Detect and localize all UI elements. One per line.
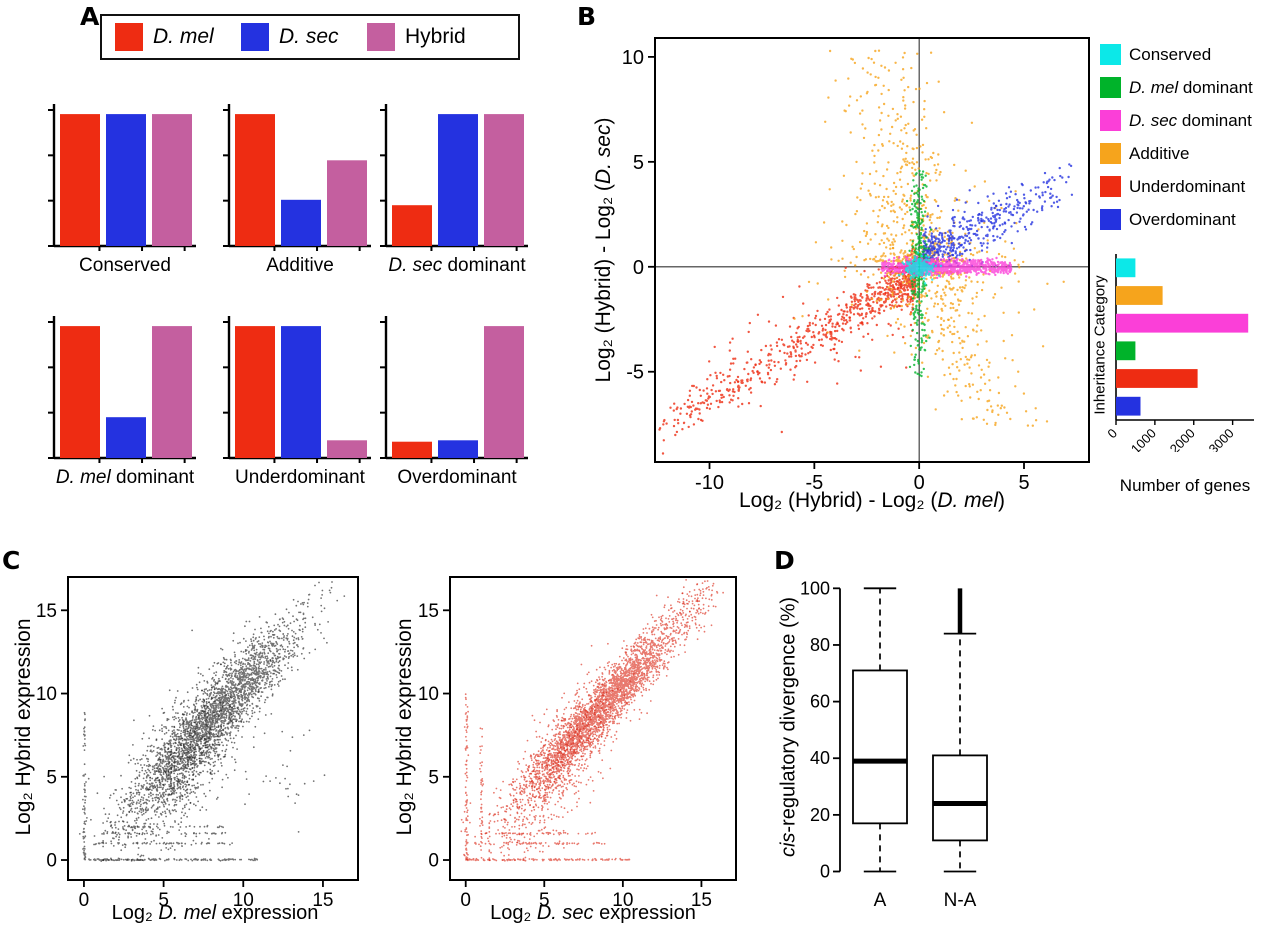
- legend-label-dmel-dominant: D. mel dominant: [1129, 77, 1253, 97]
- legend-item-additive: Additive: [1100, 143, 1253, 164]
- inset-y-axis-label: Inheritance Category: [1091, 275, 1109, 415]
- dsec-color-swatch: [241, 23, 269, 51]
- dmel-dominant-color-swatch: [1100, 77, 1121, 98]
- svg-text:80: 80: [810, 635, 830, 655]
- panel-d-label: D: [774, 546, 795, 575]
- mini-chart-dsec-dominant: D. sec dominant: [372, 100, 542, 277]
- dmel-color-swatch: [115, 23, 143, 51]
- svg-text:0: 0: [1108, 426, 1120, 442]
- mini-chart-title: D. mel dominant: [55, 467, 195, 488]
- svg-text:60: 60: [810, 692, 830, 712]
- svg-text:3000: 3000: [1206, 426, 1237, 452]
- svg-text:-5: -5: [626, 362, 644, 384]
- svg-text:0: 0: [428, 851, 439, 872]
- svg-text:1000: 1000: [1128, 426, 1159, 452]
- mini-chart-conserved: Conserved: [40, 100, 210, 277]
- svg-text:0: 0: [820, 862, 830, 882]
- mini-chart-title: Conserved: [79, 255, 171, 276]
- mini-chart-additive: Additive: [215, 100, 385, 277]
- panel-b-scatter-plot: -10 -5 0 5 10 5 0 -5: [622, 37, 1090, 494]
- legend-item-dmel: D. mel: [115, 23, 235, 51]
- panel-c1-x-axis-label: Log₂ D. mel expression: [111, 902, 319, 924]
- panel-a-legend: D. mel D. sec Hybrid: [100, 14, 520, 60]
- legend-item-dmel-dominant: D. mel dominant: [1100, 77, 1253, 98]
- mini-chart-title: Additive: [266, 255, 334, 276]
- legend-item-underdominant: Underdominant: [1100, 176, 1253, 197]
- legend-item-dsec-dominant: D. sec dominant: [1100, 110, 1253, 131]
- panel-d-boxplot: 0 20 40 60 80 100 A N-A: [800, 578, 988, 910]
- svg-text:-5: -5: [805, 472, 823, 494]
- panel-c2-x-axis-label: Log₂ D. sec expression: [490, 902, 696, 924]
- panel-a-label: A: [80, 2, 100, 31]
- conserved-color-swatch: [1100, 44, 1121, 65]
- mini-chart-underdominant: Underdominant: [215, 312, 385, 489]
- svg-text:N-A: N-A: [944, 890, 977, 910]
- svg-text:-10: -10: [695, 472, 724, 494]
- svg-text:0: 0: [914, 472, 925, 494]
- legend-item-overdominant: Overdominant: [1100, 209, 1253, 230]
- svg-text:15: 15: [418, 601, 439, 622]
- legend-label-conserved: Conserved: [1129, 44, 1212, 64]
- underdominant-color-swatch: [1100, 176, 1121, 197]
- svg-text:40: 40: [810, 748, 830, 768]
- mini-chart-conserved-svg: [48, 104, 196, 251]
- svg-text:0: 0: [460, 890, 471, 911]
- legend-item-conserved: Conserved: [1100, 44, 1253, 65]
- mini-chart-title: Overdominant: [397, 467, 517, 488]
- svg-text:0: 0: [46, 851, 57, 872]
- svg-text:5: 5: [46, 767, 57, 788]
- svg-text:10: 10: [233, 890, 254, 911]
- overdominant-color-swatch: [1100, 209, 1121, 230]
- dsec-dominant-color-swatch: [1100, 110, 1121, 131]
- panel-c-label: C: [2, 546, 21, 575]
- svg-text:100: 100: [800, 578, 830, 598]
- legend-label-dmel: D. mel: [153, 25, 214, 48]
- legend-label-dsec: D. sec: [279, 25, 339, 48]
- mini-chart-overdominant: Overdominant: [372, 312, 542, 489]
- legend-label-additive: Additive: [1129, 143, 1190, 163]
- mini-chart-overdominant-svg: [380, 316, 528, 463]
- panel-b-legend: Conserved D. mel dominant D. sec dominan…: [1100, 44, 1253, 230]
- mini-chart-additive-svg: [223, 104, 371, 251]
- svg-text:10: 10: [622, 47, 644, 69]
- legend-label-hybrid: Hybrid: [405, 25, 466, 48]
- svg-text:5: 5: [158, 890, 169, 911]
- svg-text:15: 15: [36, 601, 57, 622]
- svg-text:10: 10: [418, 684, 439, 705]
- svg-text:10: 10: [612, 890, 633, 911]
- inset-gene-count-bar-chart: 0 1000 2000 3000: [1108, 254, 1254, 452]
- mini-chart-title: Underdominant: [235, 467, 365, 488]
- legend-item-hybrid: Hybrid: [367, 23, 487, 51]
- legend-label-dsec-dominant: D. sec dominant: [1129, 110, 1252, 130]
- panel-c1-scatter-plot: 0 5 10 15 0 5 10 15: [36, 576, 359, 911]
- panel-b-label: B: [577, 2, 597, 31]
- mini-chart-underdominant-svg: [223, 316, 371, 463]
- panel-b-x-axis-label: Log₂ (Hybrid) - Log₂ (D. mel): [738, 489, 1006, 512]
- svg-text:15: 15: [691, 890, 712, 911]
- mini-chart-dmel-dominant: D. mel dominant: [40, 312, 210, 489]
- hybrid-color-swatch: [367, 23, 395, 51]
- svg-text:10: 10: [36, 684, 57, 705]
- legend-label-underdominant: Underdominant: [1129, 176, 1246, 196]
- legend-label-overdominant: Overdominant: [1129, 209, 1236, 229]
- svg-text:0: 0: [79, 890, 90, 911]
- svg-text:15: 15: [312, 890, 333, 911]
- svg-text:5: 5: [539, 890, 550, 911]
- inset-x-axis-label: Number of genes: [1119, 476, 1251, 495]
- svg-text:5: 5: [428, 767, 439, 788]
- mini-chart-title: D. sec dominant: [388, 255, 526, 276]
- mini-chart-dsec-dominant-svg: [380, 104, 528, 251]
- svg-text:20: 20: [810, 805, 830, 825]
- additive-color-swatch: [1100, 143, 1121, 164]
- svg-text:A: A: [874, 890, 887, 910]
- svg-text:0: 0: [633, 257, 644, 279]
- svg-text:5: 5: [633, 152, 644, 174]
- svg-text:5: 5: [1018, 472, 1029, 494]
- svg-text:2000: 2000: [1167, 426, 1198, 452]
- legend-item-dsec: D. sec: [241, 23, 361, 51]
- mini-chart-dmel-dominant-svg: [48, 316, 196, 463]
- panel-c2-scatter-plot: 0 5 10 15 0 5 10 15: [418, 576, 737, 911]
